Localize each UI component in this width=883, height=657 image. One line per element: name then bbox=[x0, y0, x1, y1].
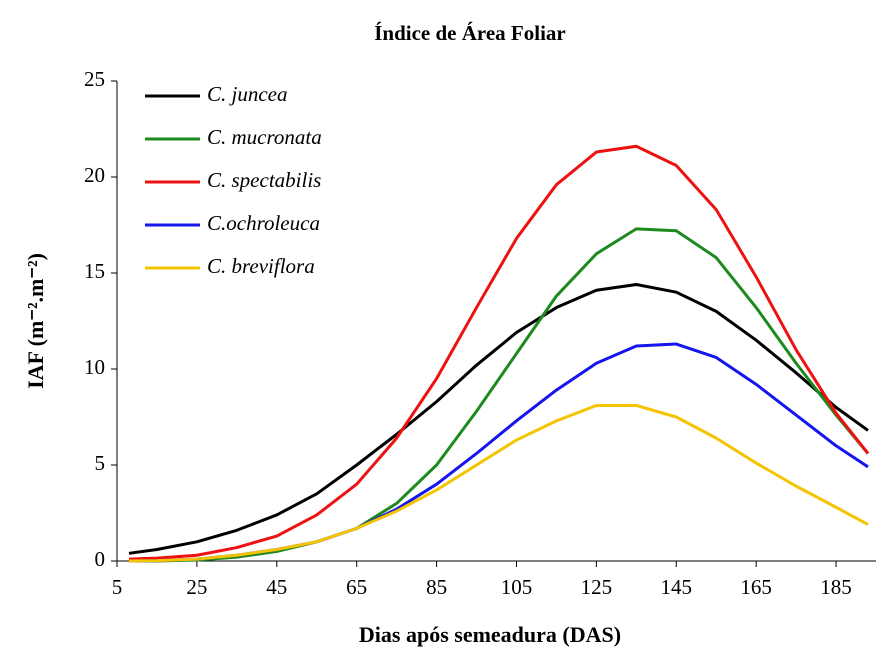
legend-label: C.ochroleuca bbox=[207, 211, 320, 235]
legend-label: C. spectabilis bbox=[207, 168, 321, 192]
y-tick-label: 0 bbox=[95, 547, 106, 571]
x-axis-label: Dias após semeadura (DAS) bbox=[359, 622, 621, 647]
legend-label: C. breviflora bbox=[207, 254, 315, 278]
x-tick-label: 125 bbox=[581, 575, 613, 599]
x-tick-label: 25 bbox=[186, 575, 207, 599]
legend-label: C. juncea bbox=[207, 82, 287, 106]
x-tick-label: 45 bbox=[266, 575, 287, 599]
series-line bbox=[128, 144, 870, 561]
y-axis-label: IAF (m⁻².m⁻²) bbox=[23, 253, 48, 389]
x-tick-label: 65 bbox=[346, 575, 367, 599]
x-tick-label: 185 bbox=[820, 575, 852, 599]
y-tick-label: 5 bbox=[95, 451, 106, 475]
x-tick-label: 105 bbox=[501, 575, 533, 599]
chart-title: Índice de Área Foliar bbox=[374, 21, 566, 45]
y-tick-label: 15 bbox=[84, 259, 105, 283]
series-line bbox=[128, 283, 869, 555]
legend-label: C. mucronata bbox=[207, 125, 322, 149]
y-tick-label: 10 bbox=[84, 355, 105, 379]
y-tick-label: 20 bbox=[84, 163, 105, 187]
x-tick-label: 5 bbox=[112, 575, 123, 599]
series-line bbox=[128, 227, 870, 563]
x-tick-label: 145 bbox=[661, 575, 693, 599]
series-line bbox=[128, 403, 869, 563]
y-tick-label: 25 bbox=[84, 67, 105, 91]
x-tick-label: 165 bbox=[740, 575, 772, 599]
x-tick-label: 85 bbox=[426, 575, 447, 599]
